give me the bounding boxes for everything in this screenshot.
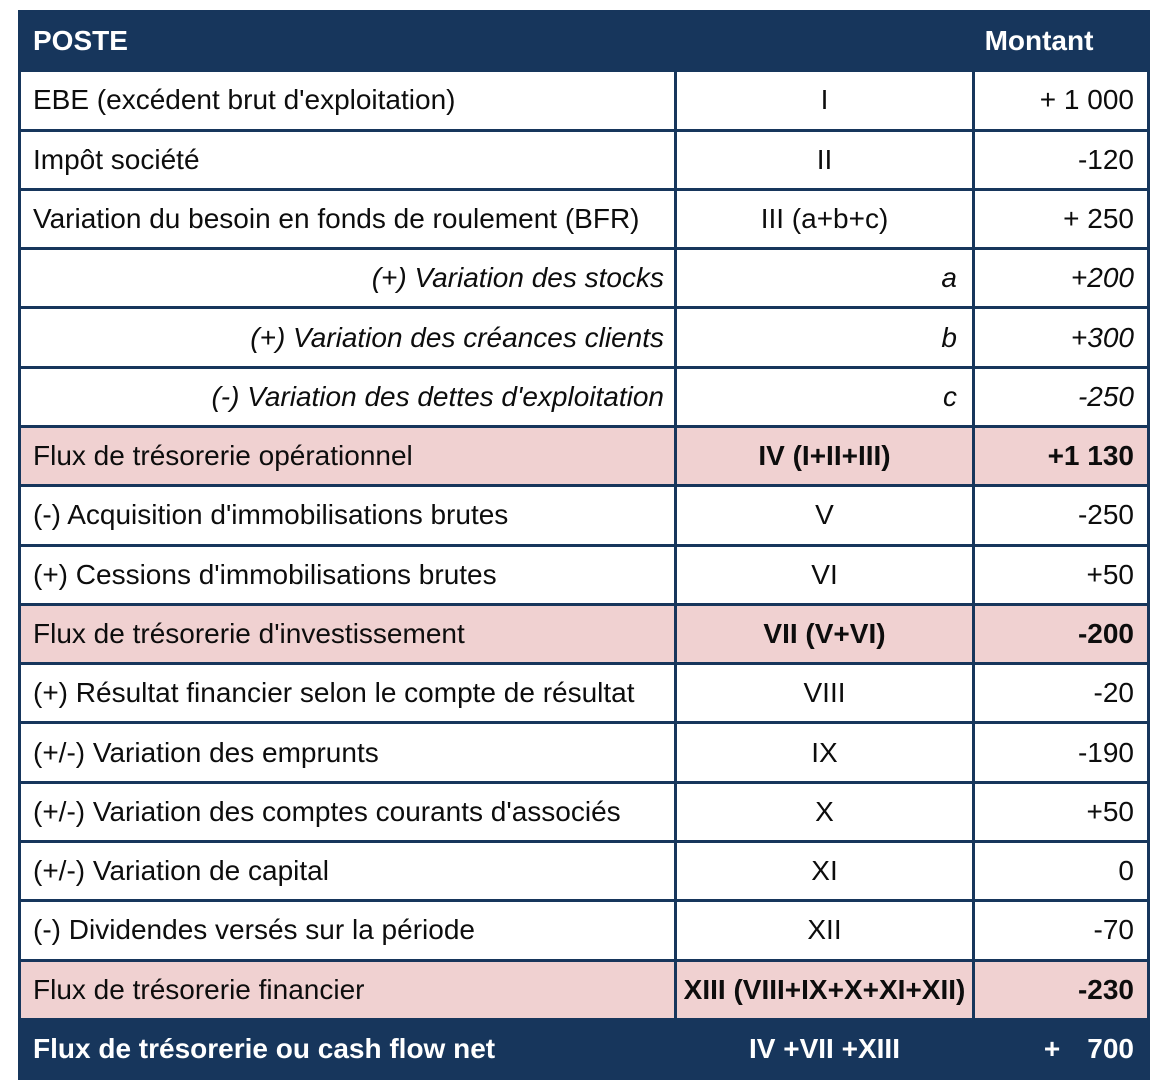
row-code-cell: III (a+b+c) <box>677 190 972 248</box>
row-label-cell: Flux de trésorerie financier <box>21 961 674 1018</box>
row-amount-cell: -230 <box>975 961 1147 1018</box>
row-label-cell: (+/-) Variation des comptes courants d'a… <box>21 783 674 840</box>
row-amount-cell: -200 <box>975 605 1147 663</box>
row-code-cell: VII (V+VI) <box>677 605 972 663</box>
row-label-cell: (-) Acquisition d'immobilisations brutes <box>21 487 674 544</box>
header-spacer-cell <box>677 13 972 70</box>
row-amount-cell: +50 <box>975 546 1147 603</box>
row-label-cell: Flux de trésorerie opérationnel <box>21 427 674 485</box>
row-code-cell: X <box>677 783 972 840</box>
row-amount-cell: -190 <box>975 724 1147 781</box>
row-code-cell: IV (I+II+III) <box>677 427 972 485</box>
table-row: (-) Acquisition d'immobilisations brutes… <box>21 487 1147 544</box>
row-code-cell: VI <box>677 546 972 603</box>
row-code-cell: a <box>677 250 972 307</box>
row-amount-cell: +200 <box>975 250 1147 307</box>
row-label-cell: (+) Résultat financier selon le compte d… <box>21 665 674 722</box>
table-row: (+/-) Variation de capital XI 0 <box>21 842 1147 900</box>
table-row: Impôt société II -120 <box>21 131 1147 188</box>
row-code-cell: I <box>677 72 972 129</box>
table-row: (+) Variation des créances clients b +30… <box>21 309 1147 366</box>
row-code-cell: XIII (VIII+IX+X+XI+XII) <box>677 961 972 1018</box>
row-label-cell: Flux de trésorerie d'investissement <box>21 605 674 663</box>
footer-amount-value: 700 <box>1087 1032 1134 1064</box>
header-poste-cell: POSTE <box>21 13 674 70</box>
row-code-cell: VIII <box>677 665 972 722</box>
row-label-cell: Variation du besoin en fonds de roulemen… <box>21 190 674 248</box>
row-amount-cell: -20 <box>975 665 1147 722</box>
table-row: EBE (excédent brut d'exploitation) I + 1… <box>21 72 1147 129</box>
row-amount-cell: + 250 <box>975 190 1147 248</box>
table-row: (+) Résultat financier selon le compte d… <box>21 665 1147 722</box>
row-label-cell: EBE (excédent brut d'exploitation) <box>21 72 674 129</box>
table-row: (-) Variation des dettes d'exploitation … <box>21 368 1147 425</box>
row-label-cell: (+) Variation des créances clients <box>21 309 674 366</box>
row-code-cell: b <box>677 309 972 366</box>
row-label-cell: (-) Dividendes versés sur la période <box>21 902 674 959</box>
row-amount-cell: -70 <box>975 902 1147 959</box>
row-code-cell: XI <box>677 842 972 900</box>
row-code-cell: II <box>677 131 972 188</box>
row-label-cell: Impôt société <box>21 131 674 188</box>
header-row: POSTE Montant <box>21 13 1147 70</box>
row-amount-cell: -120 <box>975 131 1147 188</box>
row-label-cell: (+/-) Variation des emprunts <box>21 724 674 781</box>
row-code-cell: XII <box>677 902 972 959</box>
row-amount-cell: +50 <box>975 783 1147 840</box>
table-row: (+) Variation des stocks a +200 <box>21 250 1147 307</box>
table-row: Flux de trésorerie financier XIII (VIII+… <box>21 961 1147 1018</box>
row-label-cell: (+/-) Variation de capital <box>21 842 674 900</box>
cashflow-table: POSTE Montant EBE (excédent brut d'explo… <box>18 10 1150 1080</box>
table-row: (+/-) Variation des comptes courants d'a… <box>21 783 1147 840</box>
footer-amount-sign: + <box>1043 1032 1061 1064</box>
header-montant-cell: Montant <box>975 13 1147 70</box>
table-row: (+/-) Variation des emprunts IX -190 <box>21 724 1147 781</box>
row-label-cell: (+) Cessions d'immobilisations brutes <box>21 546 674 603</box>
row-amount-cell: +1 130 <box>975 427 1147 485</box>
footer-row: Flux de trésorerie ou cash flow net IV +… <box>21 1020 1147 1078</box>
row-code-cell: V <box>677 487 972 544</box>
row-amount-cell: -250 <box>975 368 1147 425</box>
table-row: (-) Dividendes versés sur la période XII… <box>21 902 1147 959</box>
table-row: (+) Cessions d'immobilisations brutes VI… <box>21 546 1147 603</box>
row-code-cell: c <box>677 368 972 425</box>
row-amount-cell: + 1 000 <box>975 72 1147 129</box>
row-amount-cell: -250 <box>975 487 1147 544</box>
table-row: Variation du besoin en fonds de roulemen… <box>21 190 1147 248</box>
row-code-cell: IX <box>677 724 972 781</box>
row-label-cell: (-) Variation des dettes d'exploitation <box>21 368 674 425</box>
table-row: Flux de trésorerie opérationnel IV (I+II… <box>21 427 1147 485</box>
row-label-cell: (+) Variation des stocks <box>21 250 674 307</box>
row-amount-cell: +300 <box>975 309 1147 366</box>
row-amount-cell: 0 <box>975 842 1147 900</box>
footer-label-cell: Flux de trésorerie ou cash flow net <box>21 1020 674 1078</box>
table-row: Flux de trésorerie d'investissement VII … <box>21 605 1147 663</box>
footer-amount-cell: + 700 <box>975 1020 1147 1078</box>
footer-code-cell: IV +VII +XIII <box>677 1020 972 1078</box>
